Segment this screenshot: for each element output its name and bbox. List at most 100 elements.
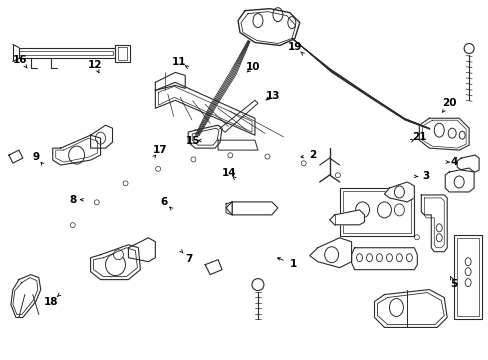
- Ellipse shape: [155, 166, 160, 171]
- Ellipse shape: [458, 131, 464, 139]
- Ellipse shape: [251, 279, 264, 291]
- Text: 13: 13: [265, 91, 280, 101]
- Text: 8: 8: [69, 195, 77, 205]
- Ellipse shape: [447, 128, 455, 138]
- Text: 21: 21: [412, 132, 426, 142]
- Ellipse shape: [301, 161, 305, 166]
- Polygon shape: [155, 72, 185, 90]
- Ellipse shape: [463, 44, 473, 54]
- Ellipse shape: [413, 235, 419, 240]
- Text: 14: 14: [221, 168, 236, 178]
- Text: 11: 11: [171, 57, 185, 67]
- Polygon shape: [128, 238, 155, 262]
- Polygon shape: [218, 140, 258, 150]
- Ellipse shape: [335, 173, 340, 178]
- Text: 4: 4: [449, 157, 457, 167]
- Polygon shape: [309, 238, 351, 268]
- Text: 3: 3: [421, 171, 428, 181]
- Polygon shape: [424, 198, 443, 248]
- Ellipse shape: [377, 202, 390, 218]
- Ellipse shape: [435, 224, 441, 232]
- Bar: [342, 191, 410, 233]
- Polygon shape: [90, 245, 140, 280]
- Polygon shape: [351, 248, 416, 270]
- Text: 2: 2: [308, 150, 316, 160]
- Polygon shape: [225, 202, 277, 215]
- Polygon shape: [9, 150, 23, 163]
- Polygon shape: [188, 125, 222, 148]
- Ellipse shape: [123, 181, 128, 186]
- Bar: [339, 188, 413, 236]
- Text: 10: 10: [245, 62, 260, 72]
- Text: 19: 19: [287, 42, 301, 51]
- Polygon shape: [456, 155, 478, 172]
- Polygon shape: [158, 86, 251, 132]
- Polygon shape: [90, 125, 112, 148]
- Text: 12: 12: [87, 60, 102, 70]
- Polygon shape: [422, 120, 465, 148]
- Ellipse shape: [394, 204, 404, 216]
- Polygon shape: [192, 128, 219, 145]
- Polygon shape: [220, 100, 258, 132]
- Ellipse shape: [376, 254, 382, 262]
- Polygon shape: [19, 50, 112, 55]
- Polygon shape: [115, 45, 130, 62]
- Ellipse shape: [68, 146, 84, 164]
- Ellipse shape: [105, 254, 125, 276]
- Bar: [453, 235, 481, 319]
- Polygon shape: [238, 9, 299, 45]
- Ellipse shape: [406, 254, 411, 262]
- Ellipse shape: [356, 254, 362, 262]
- Polygon shape: [329, 210, 364, 225]
- Ellipse shape: [95, 132, 105, 144]
- Polygon shape: [225, 202, 232, 215]
- Polygon shape: [19, 48, 115, 58]
- Polygon shape: [11, 275, 41, 318]
- Ellipse shape: [453, 176, 463, 188]
- Text: 18: 18: [44, 297, 58, 307]
- Ellipse shape: [396, 254, 402, 262]
- Ellipse shape: [191, 157, 196, 162]
- Polygon shape: [53, 135, 101, 165]
- Polygon shape: [374, 289, 447, 328]
- Ellipse shape: [464, 279, 470, 287]
- Polygon shape: [241, 12, 295, 44]
- Text: 16: 16: [13, 55, 28, 65]
- Text: 9: 9: [33, 152, 40, 162]
- Text: 7: 7: [184, 254, 192, 264]
- Text: 1: 1: [289, 259, 296, 269]
- Ellipse shape: [94, 200, 99, 205]
- Ellipse shape: [227, 153, 232, 158]
- Ellipse shape: [388, 298, 403, 316]
- Ellipse shape: [70, 223, 75, 228]
- Ellipse shape: [433, 123, 443, 137]
- Polygon shape: [444, 168, 473, 192]
- Ellipse shape: [287, 17, 295, 28]
- Polygon shape: [56, 138, 98, 162]
- Ellipse shape: [464, 258, 470, 266]
- Text: 5: 5: [449, 279, 457, 289]
- Polygon shape: [118, 46, 127, 60]
- Polygon shape: [13, 278, 38, 315]
- Ellipse shape: [464, 268, 470, 276]
- Text: 20: 20: [441, 98, 455, 108]
- Text: 6: 6: [160, 197, 167, 207]
- Ellipse shape: [324, 247, 338, 263]
- Ellipse shape: [355, 202, 369, 218]
- Ellipse shape: [366, 254, 372, 262]
- Polygon shape: [377, 293, 443, 324]
- Ellipse shape: [435, 234, 441, 242]
- Polygon shape: [205, 260, 222, 275]
- Text: 15: 15: [186, 136, 200, 145]
- Ellipse shape: [264, 154, 269, 159]
- Ellipse shape: [392, 210, 397, 215]
- Bar: [456, 238, 478, 316]
- Text: 17: 17: [153, 144, 167, 154]
- Ellipse shape: [366, 189, 370, 194]
- Ellipse shape: [252, 14, 263, 28]
- Ellipse shape: [272, 8, 282, 22]
- Polygon shape: [93, 248, 137, 276]
- Ellipse shape: [386, 254, 392, 262]
- Polygon shape: [155, 82, 254, 135]
- Polygon shape: [421, 195, 447, 252]
